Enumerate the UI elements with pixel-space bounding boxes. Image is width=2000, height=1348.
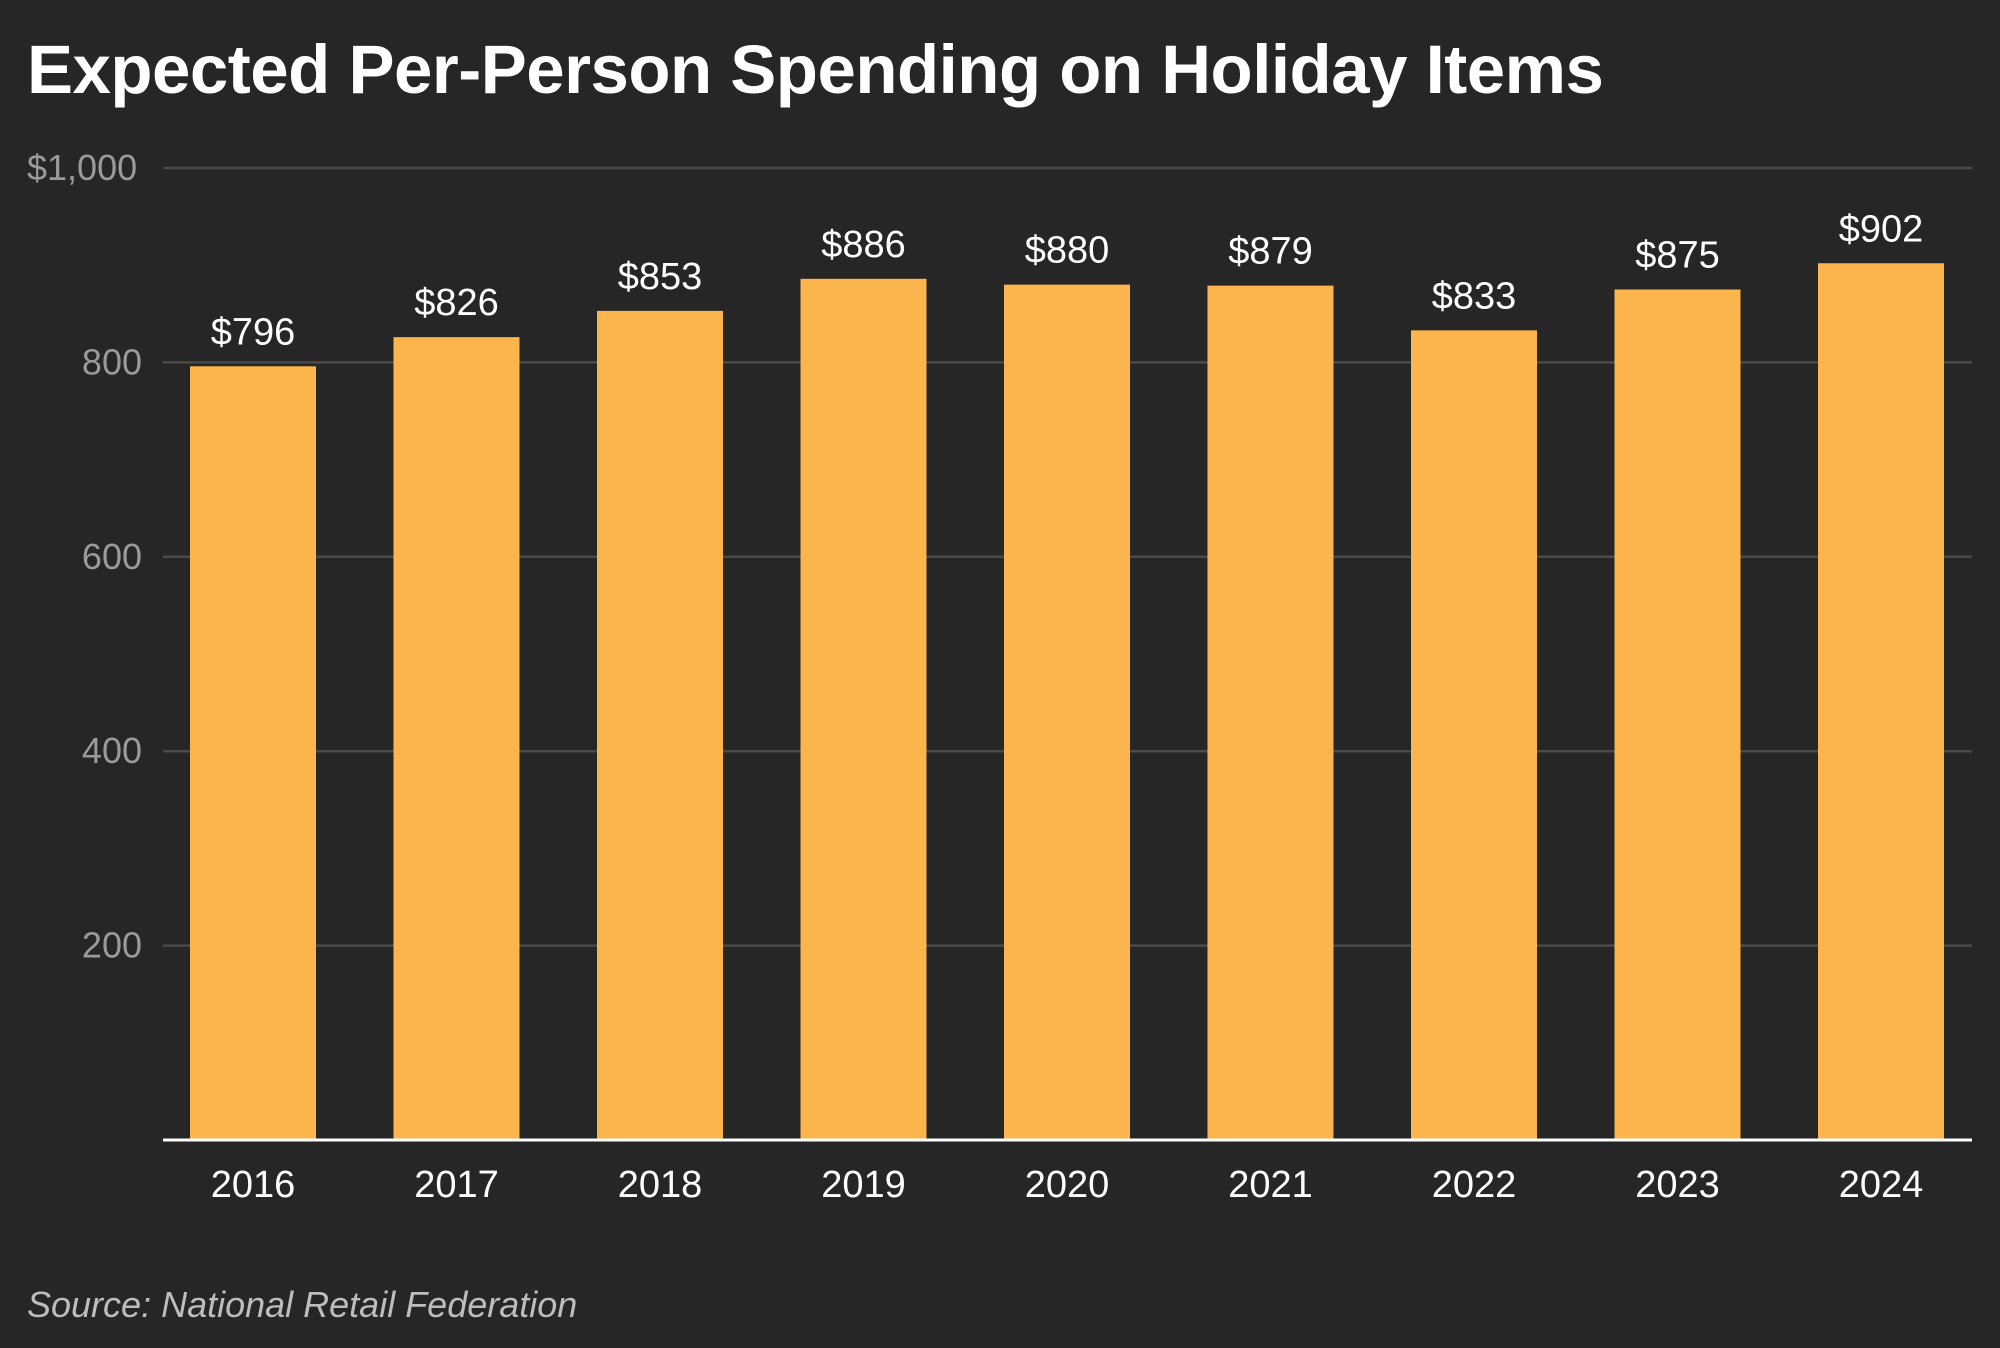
bar-2023 (1614, 289, 1741, 1140)
bar-2020 (1004, 284, 1130, 1140)
data-label: $826 (414, 282, 499, 324)
y-tick-label: 600 (82, 536, 142, 577)
chart-title: Expected Per-Person Spending on Holiday … (27, 31, 1604, 108)
x-tick-label: 2016 (211, 1164, 296, 1206)
data-label: $875 (1635, 235, 1720, 277)
bar-2019 (800, 278, 927, 1141)
bar-2022 (1411, 330, 1537, 1141)
x-axis-ticks: 2016 2017 2018 2019 2020 2021 2022 2023 2024 (211, 1164, 1924, 1206)
data-label: $853 (618, 256, 703, 298)
data-labels: $796 $826 $853 $886 $880 $879 $833 $875 $902 (211, 208, 1924, 353)
source-note: Source: National Retail Federation (27, 1284, 578, 1325)
x-tick-label: 2020 (1025, 1164, 1110, 1206)
y-tick-label: $1,000 (27, 147, 137, 188)
y-tick-label: 800 (82, 341, 142, 382)
x-tick-label: 2024 (1839, 1164, 1924, 1206)
x-tick-label: 2017 (414, 1164, 499, 1206)
bar-2021 (1207, 285, 1334, 1140)
y-axis-ticks: 200 400 600 800 $1,000 (27, 147, 142, 966)
y-tick-label: 200 (82, 925, 142, 966)
bar-2018 (597, 310, 723, 1140)
data-label: $879 (1228, 231, 1313, 273)
data-label: $796 (211, 311, 296, 353)
bar-2016 (190, 366, 316, 1141)
data-label: $886 (821, 224, 906, 266)
data-label: $902 (1839, 208, 1924, 250)
x-tick-label: 2023 (1635, 1164, 1720, 1206)
x-tick-label: 2021 (1228, 1164, 1313, 1206)
x-tick-label: 2022 (1432, 1164, 1517, 1206)
bars (190, 263, 1944, 1141)
x-tick-label: 2018 (618, 1164, 703, 1206)
x-tick-label: 2019 (821, 1164, 906, 1206)
bar-2024 (1818, 263, 1944, 1141)
bar-2017 (393, 337, 520, 1140)
y-tick-label: 400 (82, 730, 142, 771)
data-label: $833 (1432, 275, 1517, 317)
data-label: $880 (1025, 230, 1110, 272)
